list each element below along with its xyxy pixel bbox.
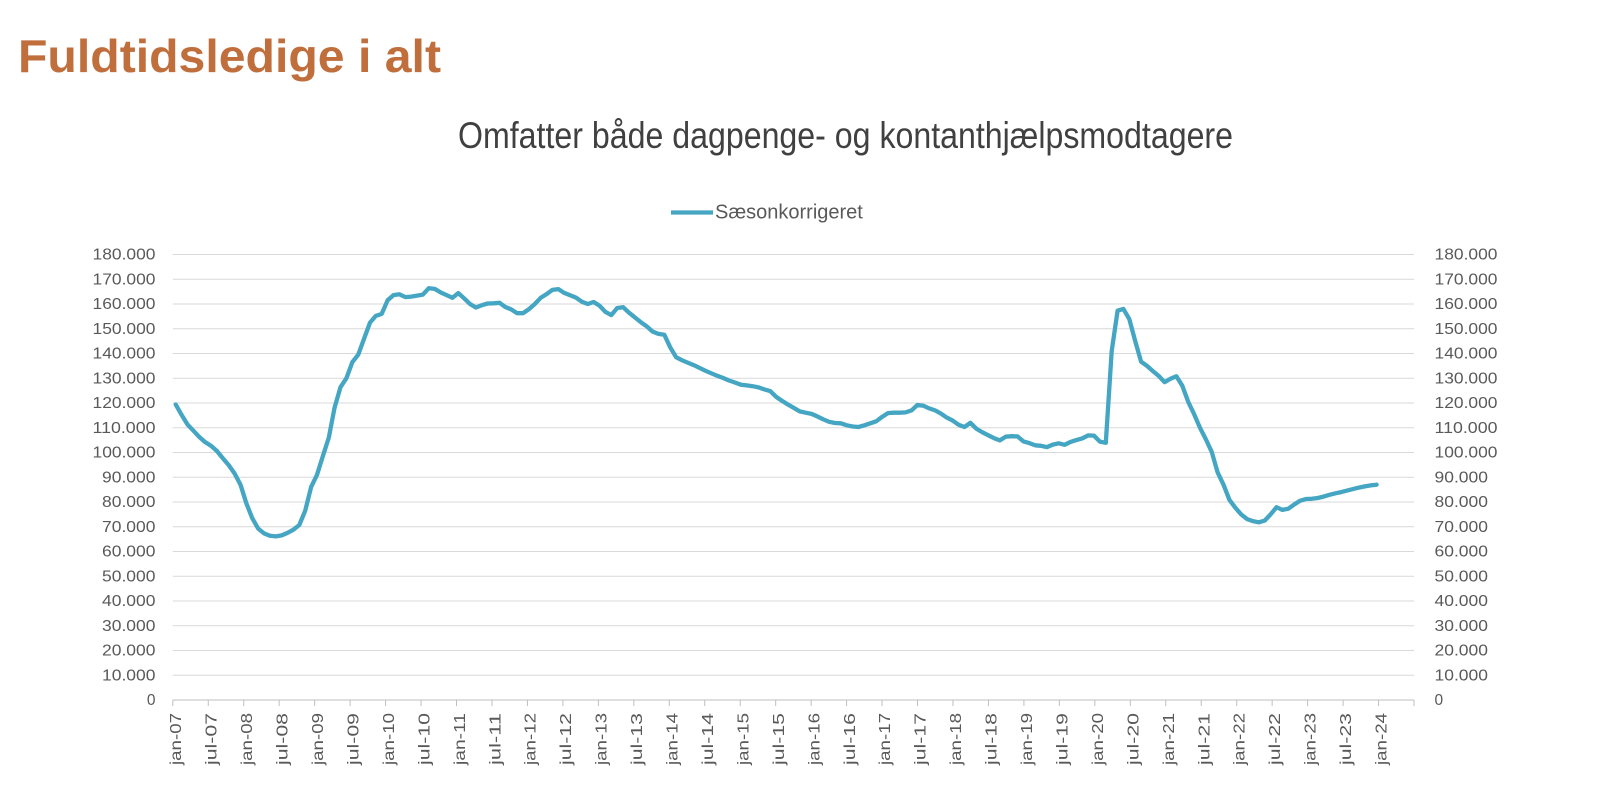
svg-text:jan-22: jan-22 [1232,713,1249,766]
svg-text:jan-12: jan-12 [523,713,540,766]
svg-text:jan-18: jan-18 [948,713,965,766]
svg-text:140.000: 140.000 [1435,346,1498,363]
svg-text:150.000: 150.000 [93,321,156,338]
svg-text:160.000: 160.000 [1435,296,1498,313]
svg-text:180.000: 180.000 [1435,247,1498,264]
svg-text:70.000: 70.000 [1435,519,1489,536]
svg-text:jul-18: jul-18 [984,713,1001,766]
svg-text:jan-17: jan-17 [877,713,894,766]
svg-text:jan-09: jan-09 [310,713,327,766]
svg-text:jan-07: jan-07 [168,713,185,766]
svg-text:30.000: 30.000 [1435,618,1489,635]
svg-text:110.000: 110.000 [93,420,156,437]
svg-text:jul-23: jul-23 [1338,713,1355,766]
svg-text:jul-15: jul-15 [771,713,788,766]
svg-text:jan-21: jan-21 [1161,713,1178,766]
svg-text:jul-10: jul-10 [416,712,433,766]
svg-text:140.000: 140.000 [93,346,156,363]
svg-text:120.000: 120.000 [93,395,156,412]
svg-text:jul-14: jul-14 [700,712,717,766]
svg-text:40.000: 40.000 [1435,593,1489,610]
svg-text:jan-20: jan-20 [1090,713,1107,767]
svg-text:10.000: 10.000 [102,667,156,684]
svg-text:jul-17: jul-17 [913,713,930,766]
svg-text:130.000: 130.000 [1435,370,1498,387]
svg-text:jan-23: jan-23 [1303,713,1320,766]
svg-text:0: 0 [147,692,156,709]
svg-text:jan-08: jan-08 [239,713,256,766]
svg-text:jul-20: jul-20 [1125,712,1142,766]
svg-text:jan-10: jan-10 [381,713,398,767]
svg-text:100.000: 100.000 [1435,445,1498,462]
svg-text:jan-14: jan-14 [665,713,682,767]
svg-text:jan-24: jan-24 [1374,713,1391,767]
svg-text:30.000: 30.000 [102,618,156,635]
svg-text:jul-08: jul-08 [275,713,292,766]
svg-text:160.000: 160.000 [93,296,156,313]
svg-text:jan-19: jan-19 [1019,713,1036,766]
svg-text:150.000: 150.000 [1435,321,1498,338]
svg-text:Omfatter både dagpenge- og kon: Omfatter både dagpenge- og kontanthjælps… [458,115,1233,156]
svg-text:70.000: 70.000 [102,519,156,536]
svg-text:90.000: 90.000 [1435,469,1489,486]
svg-text:jul-21: jul-21 [1196,713,1213,766]
svg-text:130.000: 130.000 [93,370,156,387]
svg-text:Fuldtidsledige i alt: Fuldtidsledige i alt [18,30,441,82]
svg-text:20.000: 20.000 [1435,643,1489,660]
svg-text:jul-12: jul-12 [558,713,575,766]
svg-text:120.000: 120.000 [1435,395,1498,412]
svg-text:170.000: 170.000 [1435,271,1498,288]
svg-text:80.000: 80.000 [1435,494,1489,511]
svg-text:jul-07: jul-07 [204,713,221,766]
svg-text:180.000: 180.000 [93,247,156,264]
svg-text:110.000: 110.000 [1435,420,1498,437]
svg-text:40.000: 40.000 [102,593,156,610]
svg-text:60.000: 60.000 [1435,544,1489,561]
svg-text:jul-09: jul-09 [345,713,362,766]
svg-text:jan-13: jan-13 [594,713,611,766]
svg-text:80.000: 80.000 [102,494,156,511]
svg-text:0: 0 [1435,692,1444,709]
svg-text:jul-11: jul-11 [487,713,504,766]
svg-text:10.000: 10.000 [1435,667,1489,684]
svg-text:170.000: 170.000 [93,271,156,288]
svg-text:20.000: 20.000 [102,643,156,660]
svg-text:jul-16: jul-16 [842,713,859,766]
svg-text:Sæsonkorrigeret: Sæsonkorrigeret [715,202,863,224]
svg-text:jan-16: jan-16 [806,713,823,766]
svg-text:jul-13: jul-13 [629,713,646,766]
svg-text:100.000: 100.000 [93,445,156,462]
svg-text:jan-15: jan-15 [735,713,752,766]
svg-text:50.000: 50.000 [102,568,156,585]
svg-text:60.000: 60.000 [102,544,156,561]
svg-text:jul-22: jul-22 [1267,713,1284,766]
svg-text:90.000: 90.000 [102,469,156,486]
svg-text:50.000: 50.000 [1435,568,1489,585]
svg-text:jan-11: jan-11 [452,713,469,766]
svg-text:jul-19: jul-19 [1054,713,1071,766]
